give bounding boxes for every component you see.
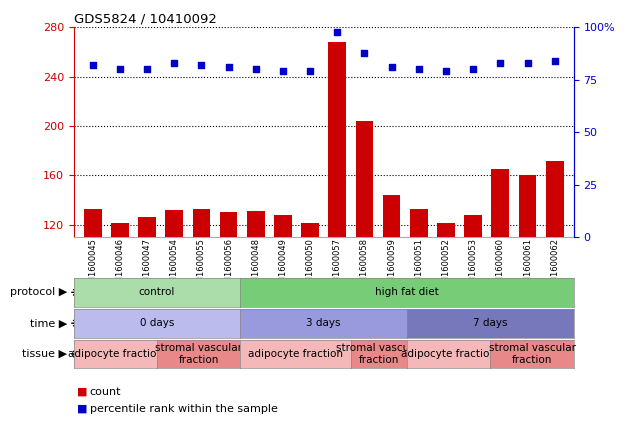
Text: adipocyte fraction: adipocyte fraction xyxy=(401,349,496,359)
Text: percentile rank within the sample: percentile rank within the sample xyxy=(90,404,278,414)
Text: control: control xyxy=(139,287,175,297)
Text: ■: ■ xyxy=(77,404,91,414)
Bar xyxy=(301,223,319,372)
Point xyxy=(305,68,315,75)
Point xyxy=(169,60,179,66)
Text: ■: ■ xyxy=(77,387,91,397)
Point xyxy=(413,66,424,73)
Point xyxy=(441,68,451,75)
Bar xyxy=(111,223,129,372)
Text: 0 days: 0 days xyxy=(140,318,174,328)
Point xyxy=(495,60,506,66)
Bar xyxy=(165,210,183,372)
Bar xyxy=(410,209,428,372)
Text: stromal vascular
fraction: stromal vascular fraction xyxy=(155,343,242,365)
Bar xyxy=(84,209,101,372)
Bar xyxy=(492,169,509,372)
Point xyxy=(522,60,533,66)
Bar xyxy=(274,215,292,372)
Bar xyxy=(138,217,156,372)
Point xyxy=(115,66,125,73)
Text: time ▶: time ▶ xyxy=(30,318,67,328)
Bar xyxy=(356,121,373,372)
Point xyxy=(549,58,560,64)
Text: protocol ▶: protocol ▶ xyxy=(10,287,67,297)
Point xyxy=(387,64,397,71)
Text: GDS5824 / 10410092: GDS5824 / 10410092 xyxy=(74,13,217,26)
Bar xyxy=(192,209,210,372)
Point xyxy=(196,62,206,69)
Text: 7 days: 7 days xyxy=(473,318,508,328)
Point xyxy=(332,28,342,35)
Bar xyxy=(383,195,401,372)
Bar xyxy=(328,42,346,372)
Point xyxy=(224,64,234,71)
Point xyxy=(142,66,152,73)
Text: stromal vascular
fraction: stromal vascular fraction xyxy=(336,343,423,365)
Bar xyxy=(519,175,537,372)
Bar xyxy=(437,223,455,372)
Text: 3 days: 3 days xyxy=(306,318,341,328)
Text: stromal vascular
fraction: stromal vascular fraction xyxy=(488,343,576,365)
Bar xyxy=(464,215,482,372)
Text: adipocyte fraction: adipocyte fraction xyxy=(68,349,163,359)
Bar xyxy=(546,160,563,372)
Bar xyxy=(220,212,237,372)
Point xyxy=(278,68,288,75)
Text: tissue ▶: tissue ▶ xyxy=(22,349,67,359)
Point xyxy=(468,66,478,73)
Text: count: count xyxy=(90,387,121,397)
Point xyxy=(88,62,98,69)
Point xyxy=(360,49,370,56)
Bar xyxy=(247,211,265,372)
Text: adipocyte fraction: adipocyte fraction xyxy=(249,349,344,359)
Text: high fat diet: high fat diet xyxy=(375,287,439,297)
Point xyxy=(251,66,261,73)
